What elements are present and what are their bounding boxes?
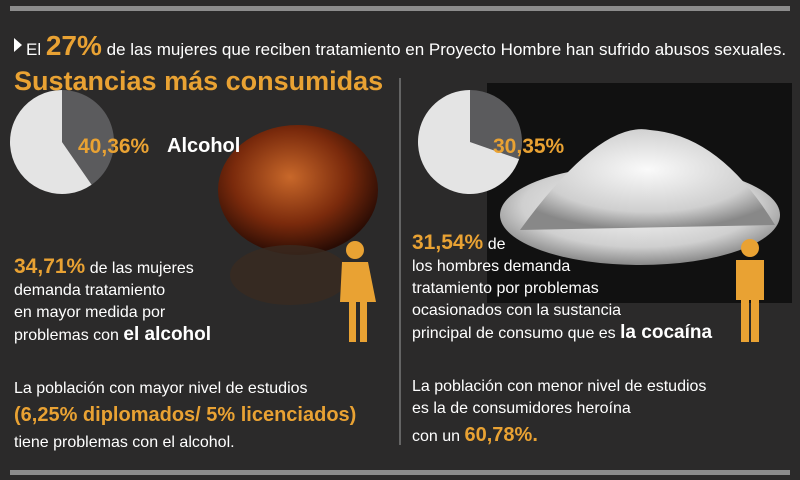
pie-slice <box>418 90 520 195</box>
pie-category: Alcohol <box>167 135 241 157</box>
text-line: de <box>487 236 506 253</box>
text-line: es la de consumidores heroína <box>412 400 631 417</box>
text-line: demanda tratamiento <box>14 282 166 299</box>
emphasis: el alcohol <box>123 324 212 345</box>
text-line: en mayor medida por <box>14 304 166 321</box>
text-line: tratamiento por problemas <box>412 280 599 297</box>
bottom-rule <box>10 470 790 475</box>
powder-photo <box>520 129 775 230</box>
bullet <box>14 38 22 52</box>
text-line: de las mujeres <box>89 260 194 277</box>
intro-stat: 27% <box>45 30 102 61</box>
text-line: problemas con <box>14 327 119 344</box>
pie-label: 40,36% <box>78 135 150 158</box>
stat: 31,54% <box>412 231 484 254</box>
brandy-photo <box>218 125 378 255</box>
study-stat: (6,25% diplomados/ 5% licenciados) <box>14 404 357 426</box>
text-line: La población con menor nivel de estudios <box>412 378 707 395</box>
intro-lead: El <box>26 40 42 59</box>
intro-text: de las mujeres que reciben tratamiento e… <box>106 40 787 59</box>
pie-label: 30,35% <box>493 135 565 158</box>
text-line: La población con mayor nivel de estudios <box>14 380 308 397</box>
right-stat-block: 31,54% de los hombres demanda tratamient… <box>412 232 712 345</box>
intro: El 27% de las mujeres que reciben tratam… <box>26 30 786 62</box>
emphasis: la cocaína <box>620 322 713 343</box>
text-line: principal de consumo que es <box>412 325 616 342</box>
text-line: con un <box>412 428 461 445</box>
text-line: tiene problemas con el alcohol. <box>14 434 235 451</box>
woman-icon <box>340 241 376 342</box>
right-study-block: La población con menor nivel de estudios… <box>412 376 706 454</box>
pie-slice <box>62 90 115 185</box>
section-title: Sustancias más consumidas <box>14 66 384 96</box>
text-line: ocasionados con la sustancia <box>412 302 622 319</box>
pie-slice <box>10 90 92 194</box>
top-rule <box>10 6 790 11</box>
stat: 34,71% <box>14 255 86 278</box>
left-stat-block: 34,71% de las mujeres demanda tratamient… <box>14 256 211 347</box>
man-icon <box>736 239 764 342</box>
pie-slice <box>470 90 522 160</box>
brandy-photo <box>230 245 350 305</box>
left-study-block: La población con mayor nivel de estudios… <box>14 376 356 456</box>
text-line: los hombres demanda <box>412 258 571 275</box>
study-stat: 60,78%. <box>464 424 538 446</box>
